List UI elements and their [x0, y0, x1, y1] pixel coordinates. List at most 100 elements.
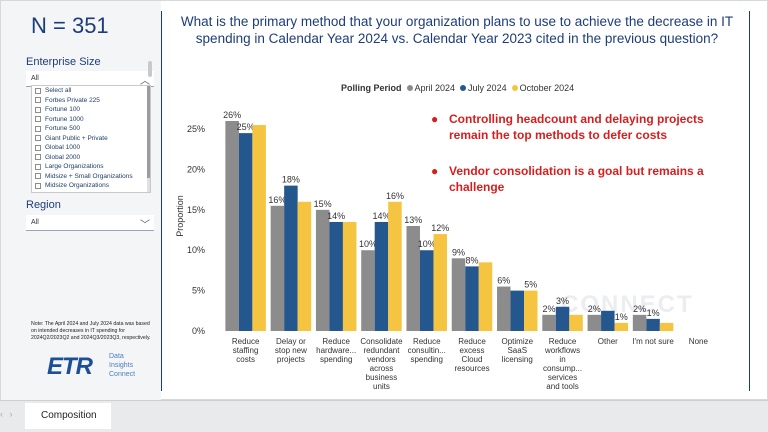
- x-tick-label: Reduce: [413, 337, 441, 346]
- x-tick-label: across: [370, 364, 394, 373]
- sample-size-label: N = 351: [31, 13, 109, 38]
- x-tick-label: Reduce: [549, 337, 577, 346]
- legend-item-october[interactable]: October 2024: [511, 83, 575, 93]
- checkbox[interactable]: [35, 173, 41, 180]
- enterprise-size-option[interactable]: Giant Public + Private: [32, 134, 150, 144]
- option-label: Global 1000: [45, 144, 81, 152]
- data-label: 1%: [615, 312, 628, 322]
- etr-logo: ETR: [47, 353, 93, 380]
- bar-chart: 0%5%10%15%20%25%Proportion26%25%Reducest…: [175, 110, 708, 391]
- logo-tagline-line: Insights: [109, 361, 134, 369]
- bar: [361, 250, 375, 331]
- x-tick-label: Delay or: [276, 337, 306, 346]
- legend-item-april[interactable]: April 2024: [406, 83, 456, 93]
- bullet-dot: ●: [431, 112, 439, 126]
- y-tick-label: 5%: [192, 286, 205, 296]
- data-label: 13%: [404, 215, 422, 225]
- region-label: Region: [26, 199, 61, 211]
- data-label: 26%: [223, 110, 241, 120]
- tab-composition[interactable]: Composition: [25, 403, 111, 429]
- y-tick-label: 25%: [187, 124, 205, 134]
- enterprise-size-option[interactable]: Midsize Organizations: [32, 181, 150, 191]
- checkbox[interactable]: [35, 87, 41, 94]
- x-tick-label: excess: [460, 346, 485, 355]
- x-tick-label: units: [373, 382, 390, 391]
- legend-label: October 2024: [519, 83, 575, 93]
- option-label: Midsize Organizations: [45, 182, 109, 190]
- bar: [555, 306, 570, 331]
- sidebar-scrollbar[interactable]: [148, 61, 152, 77]
- bar: [524, 290, 538, 331]
- checkbox[interactable]: [35, 144, 41, 151]
- checkbox[interactable]: [35, 125, 41, 132]
- legend-label: July 2024: [468, 83, 507, 93]
- bar: [433, 234, 447, 331]
- option-label: Forbes Private 225: [45, 96, 100, 104]
- legend-title: Polling Period: [341, 83, 402, 93]
- option-label: Fortune 1000: [45, 115, 84, 123]
- enterprise-size-option[interactable]: Fortune 500: [32, 124, 150, 134]
- checkbox[interactable]: [35, 106, 41, 113]
- data-label: 25%: [237, 122, 255, 132]
- checkbox[interactable]: [35, 163, 41, 170]
- x-tick-label: SaaS: [507, 346, 527, 355]
- enterprise-size-option[interactable]: Fortune 100: [32, 105, 150, 115]
- x-tick-label: hardware...: [316, 346, 356, 355]
- x-tick-label: Cloud: [462, 355, 483, 364]
- option-label: Large Organizations: [45, 163, 104, 171]
- bar: [329, 221, 343, 331]
- checkbox[interactable]: [35, 97, 41, 104]
- enterprise-size-option[interactable]: Large Organizations: [32, 162, 150, 172]
- chevron-up-icon[interactable]: ︿: [140, 76, 150, 87]
- option-label: Midsize + Small Organizations: [45, 172, 133, 180]
- checkbox[interactable]: [35, 116, 41, 123]
- callout-bullet-1: ● Controlling headcount and delaying pro…: [431, 111, 739, 143]
- y-tick-label: 10%: [187, 245, 205, 255]
- enterprise-size-option[interactable]: Select all: [32, 86, 150, 96]
- legend-label: April 2024: [414, 83, 456, 93]
- checkbox[interactable]: [35, 135, 41, 142]
- enterprise-size-option[interactable]: Forbes Private 225: [32, 96, 150, 106]
- data-label: 8%: [465, 255, 478, 265]
- filter-sidebar: N = 351 Enterprise Size All ︿ Select all…: [1, 1, 161, 401]
- bar: [465, 266, 479, 331]
- x-tick-label: I'm not sure: [632, 337, 674, 346]
- bar: [342, 221, 357, 331]
- x-tick-label: Consolidate: [360, 337, 403, 346]
- legend-item-july[interactable]: July 2024: [460, 83, 507, 93]
- data-label: 2%: [633, 304, 646, 314]
- enterprise-size-option[interactable]: Global 1000: [32, 143, 150, 153]
- bar: [510, 290, 525, 331]
- data-label: 2%: [588, 304, 601, 314]
- y-axis-label: Proportion: [175, 195, 185, 237]
- dashboard-panel: N = 351 Enterprise Size All ︿ Select all…: [0, 0, 768, 401]
- data-label: 16%: [268, 195, 286, 205]
- callout-text: Vendor consolidation is a goal but remai…: [449, 164, 704, 195]
- enterprise-size-option[interactable]: Midsize + Small Organizations: [32, 172, 150, 182]
- bar: [451, 258, 466, 331]
- data-label: 16%: [386, 191, 404, 201]
- logo-tagline-line: Connect: [109, 370, 136, 378]
- x-tick-label: resources: [454, 364, 489, 373]
- x-tick-label: spending: [320, 355, 352, 364]
- enterprise-size-option[interactable]: Fortune 1000: [32, 115, 150, 125]
- bar: [497, 286, 511, 331]
- legend-dot: [460, 85, 467, 91]
- enterprise-size-option[interactable]: Global 2000: [32, 153, 150, 163]
- x-tick-label: workflows: [544, 346, 580, 355]
- x-tick-label: in: [559, 355, 565, 364]
- bar: [587, 314, 602, 331]
- checkbox[interactable]: [35, 182, 41, 189]
- x-tick-label: business: [366, 373, 398, 382]
- checkbox[interactable]: [35, 154, 41, 161]
- x-tick-label: and tools: [546, 382, 578, 391]
- x-tick-label: redundant: [363, 346, 400, 355]
- list-scrollbar-thumb[interactable]: [147, 86, 150, 178]
- region-dropdown[interactable]: All ﹀: [26, 215, 154, 231]
- bar: [614, 322, 629, 331]
- tab-nav-arrows[interactable]: ‹ ›: [0, 409, 15, 419]
- bar: [284, 185, 298, 331]
- data-label: 1%: [647, 308, 660, 318]
- chevron-down-icon[interactable]: ﹀: [140, 220, 150, 231]
